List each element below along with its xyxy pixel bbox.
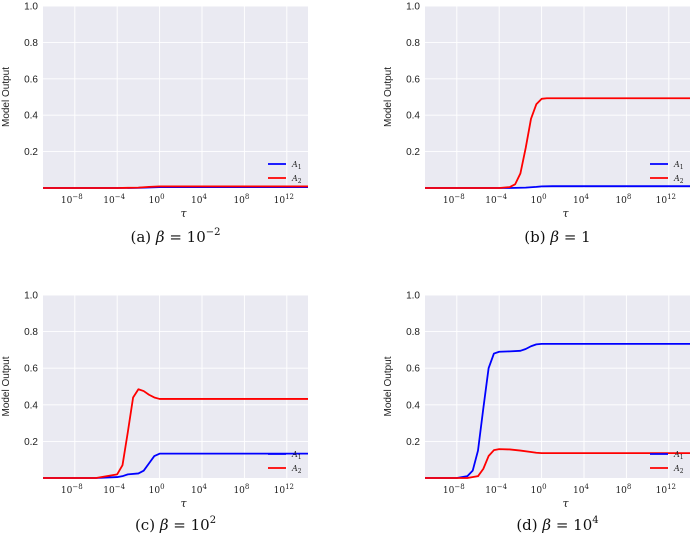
x-tick-label: 108 bbox=[615, 483, 631, 496]
x-tick-label: 100 bbox=[149, 483, 165, 496]
x-axis-label: τ bbox=[180, 497, 187, 510]
y-tick-label: 0.2 bbox=[406, 437, 420, 448]
legend-label-a1: A1 bbox=[673, 450, 684, 461]
x-tick-label: 10−8 bbox=[61, 193, 83, 206]
y-tick-label: 1.0 bbox=[406, 2, 420, 13]
x-tick-label: 1012 bbox=[656, 483, 676, 496]
x-tick-label: 100 bbox=[149, 193, 165, 206]
x-tick-label: 10−4 bbox=[485, 483, 507, 496]
x-tick-label: 1012 bbox=[274, 193, 294, 206]
x-tick-label: 10−4 bbox=[103, 193, 125, 206]
subplot-caption: (b) β = 1 bbox=[524, 228, 590, 246]
x-tick-label: 10−4 bbox=[103, 483, 125, 496]
x-tick-label: 104 bbox=[573, 193, 589, 206]
x-tick-label: 10−8 bbox=[443, 193, 465, 206]
legend-label-a1: A1 bbox=[291, 160, 302, 171]
y-tick-label: 1.0 bbox=[24, 291, 38, 302]
y-tick-label: 0.6 bbox=[406, 364, 420, 375]
y-tick-label: 0.6 bbox=[406, 74, 420, 85]
series-line-a1 bbox=[425, 185, 690, 189]
y-axis-label: Model Output bbox=[1, 356, 12, 416]
subplot-caption: (d) β = 104 bbox=[516, 515, 598, 534]
subplot-1: 0.2 0.4 0.6 0.8 1.0 10−8 10−4 100 104 108 1012 Mode… bbox=[1, 2, 308, 246]
legend-label-a2: A2 bbox=[291, 174, 302, 185]
subplot-caption: (a) β = 10−2 bbox=[130, 227, 220, 246]
x-axis-label: τ bbox=[562, 207, 569, 220]
y-tick-label: 0.2 bbox=[24, 437, 38, 448]
y-tick-label: 0.8 bbox=[406, 38, 420, 49]
y-tick-label: 1.0 bbox=[24, 2, 38, 13]
x-tick-label: 108 bbox=[233, 193, 249, 206]
plot-area bbox=[425, 6, 690, 188]
y-tick-label: 0.4 bbox=[24, 111, 38, 122]
y-tick-label: 0.6 bbox=[24, 74, 38, 85]
x-tick-label: 10−8 bbox=[61, 483, 83, 496]
y-tick-label: 0.4 bbox=[406, 111, 420, 122]
x-tick-label: 1012 bbox=[274, 483, 294, 496]
x-tick-label: 108 bbox=[615, 193, 631, 206]
subplot-2: 0.2 0.4 0.6 0.8 1.0 10−8 10−4 100 104 108 1012 Mode… bbox=[383, 2, 690, 246]
y-tick-label: 0.8 bbox=[24, 38, 38, 49]
legend-label-a1: A1 bbox=[673, 160, 684, 171]
plot-area bbox=[43, 6, 308, 188]
x-tick-label: 1012 bbox=[656, 193, 676, 206]
y-tick-label: 0.6 bbox=[24, 364, 38, 375]
x-tick-label: 10−4 bbox=[485, 193, 507, 206]
y-tick-label: 1.0 bbox=[406, 291, 420, 302]
series-line-a1 bbox=[425, 342, 690, 479]
x-tick-label: 104 bbox=[573, 483, 589, 496]
plot-area bbox=[43, 295, 308, 478]
y-tick-label: 0.4 bbox=[24, 400, 38, 411]
x-axis-label: τ bbox=[180, 207, 187, 220]
series-line-a1 bbox=[43, 452, 308, 479]
subplot-4: 0.2 0.4 0.6 0.8 1.0 10−8 10−4 100 104 108 1012 Mode… bbox=[383, 291, 690, 534]
y-tick-label: 0.8 bbox=[406, 327, 420, 338]
subplot-3: 0.2 0.4 0.6 0.8 1.0 10−8 10−4 100 104 108 1012 Mode… bbox=[1, 291, 308, 534]
y-axis-label: Model Output bbox=[383, 67, 394, 127]
subplot-caption: (c) β = 102 bbox=[135, 515, 216, 534]
series-line-a2 bbox=[43, 388, 308, 479]
y-tick-label: 0.8 bbox=[24, 327, 38, 338]
x-tick-label: 10−8 bbox=[443, 483, 465, 496]
y-tick-label: 0.2 bbox=[24, 147, 38, 158]
series-line-a2 bbox=[425, 448, 690, 479]
y-axis-label: Model Output bbox=[1, 67, 12, 127]
y-tick-label: 0.2 bbox=[406, 147, 420, 158]
y-axis-label: Model Output bbox=[383, 356, 394, 416]
x-tick-label: 100 bbox=[531, 193, 547, 206]
series-line-a2 bbox=[43, 185, 308, 189]
plot-area bbox=[425, 295, 690, 478]
x-axis-label: τ bbox=[562, 497, 569, 510]
legend-label-a1: A1 bbox=[291, 450, 302, 461]
x-tick-label: 100 bbox=[531, 483, 547, 496]
x-tick-label: 104 bbox=[191, 193, 207, 206]
legend-label-a2: A2 bbox=[291, 464, 302, 475]
legend-label-a2: A2 bbox=[673, 174, 684, 185]
y-tick-label: 0.4 bbox=[406, 400, 420, 411]
legend-label-a2: A2 bbox=[673, 464, 684, 475]
x-tick-label: 108 bbox=[233, 483, 249, 496]
series-line-a2 bbox=[425, 97, 690, 189]
x-tick-label: 104 bbox=[191, 483, 207, 496]
